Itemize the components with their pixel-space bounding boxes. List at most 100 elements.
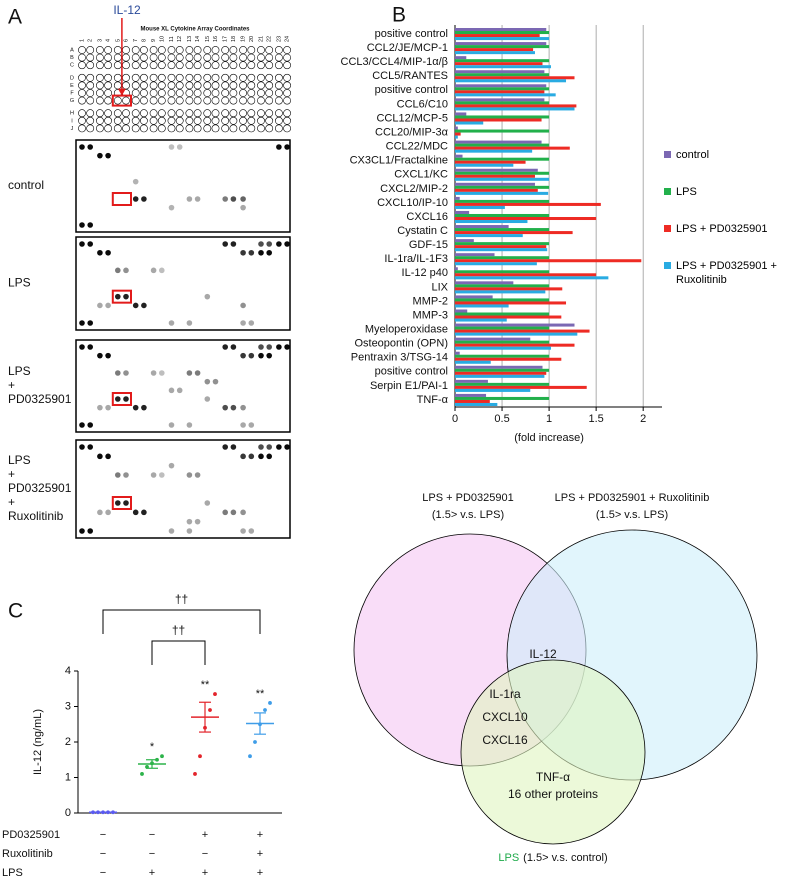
blot-spot: [159, 370, 165, 376]
bar: [455, 402, 498, 406]
column-label: 8: [141, 39, 147, 42]
region-item: CXCL16: [482, 733, 528, 747]
blot-spot: [87, 422, 93, 428]
bar: [455, 37, 550, 41]
blot-spot: [79, 344, 85, 350]
blot-label: +: [8, 495, 15, 509]
array-spot-outline: [239, 109, 247, 118]
array-spot-outline: [283, 81, 291, 90]
array-spot-outline: [283, 124, 291, 133]
blot-spot: [87, 144, 93, 150]
blot-spot: [276, 344, 282, 350]
panel-label: B: [392, 4, 406, 27]
bar: [455, 154, 463, 158]
array-spot-outline: [104, 81, 112, 90]
y-tick-label: MMP-3: [413, 309, 448, 321]
array-spot-outline: [86, 89, 95, 97]
array-spot-outline: [221, 46, 230, 54]
y-axis-title: IL-12 (ng/mL): [32, 709, 44, 775]
legend-swatch: [664, 188, 671, 195]
bar: [455, 248, 548, 252]
bar: [455, 365, 543, 369]
set-criterion: (1.5> v.s. control): [523, 852, 607, 864]
array-spot-outline: [139, 89, 148, 97]
array-spot-outline: [239, 89, 247, 97]
bar: [455, 202, 601, 206]
array-spot-outline: [274, 116, 283, 125]
array-spot-outline: [247, 124, 256, 133]
array-spot-outline: [113, 124, 122, 133]
array-spot-outline: [193, 96, 202, 105]
array-spot-outline: [78, 46, 86, 54]
bar: [455, 253, 495, 257]
array-spot-outline: [185, 81, 194, 90]
blot-spot: [284, 241, 290, 247]
legend-swatch: [664, 225, 671, 232]
bar: [455, 93, 556, 97]
array-spot-outline: [175, 53, 184, 62]
blot-spot: [240, 352, 246, 359]
array-spot-outline: [239, 81, 247, 90]
blot-spot: [248, 422, 255, 428]
column-label: 14: [195, 36, 201, 42]
array-spot-outline: [203, 124, 212, 133]
array-spot-outline: [193, 89, 202, 97]
blot-spot: [240, 404, 246, 411]
array-spot-outline: [203, 53, 212, 62]
data-point: [198, 754, 202, 759]
bar: [455, 281, 514, 285]
array-spot-outline: [96, 53, 104, 62]
bar: [455, 28, 547, 32]
blot-spot: [194, 472, 201, 478]
array-spot-outline: [149, 61, 158, 70]
y-tick-label: LIX: [431, 281, 448, 293]
comparison-label: ††: [172, 623, 185, 637]
array-spot-outline: [193, 73, 202, 82]
array-spot-outline: [157, 96, 166, 105]
column-label: 11: [169, 36, 175, 42]
highlight-box: [111, 192, 133, 206]
array-spot-outline: [78, 61, 86, 70]
array-spot-outline: [139, 61, 148, 70]
blot-spot: [123, 472, 129, 478]
array-spot-outline: [78, 81, 86, 90]
blot-spot: [105, 509, 111, 516]
blot-spot: [258, 241, 264, 247]
highlight-box: [111, 392, 133, 406]
blot-frame: [75, 439, 291, 539]
array-spot-outline: [122, 81, 130, 90]
array-spot-outline: [229, 73, 238, 82]
bar: [455, 368, 550, 372]
bar: [455, 140, 542, 144]
y-tick-label: CCL3/CCL4/MIP-1α/β: [341, 56, 448, 68]
bar: [455, 228, 550, 232]
y-tick-label: Cystatin C: [397, 225, 448, 237]
bar: [455, 70, 545, 74]
y-tick-label: Serpin E1/PAI-1: [370, 380, 448, 392]
array-spot-outline: [247, 96, 256, 105]
bar: [455, 267, 458, 271]
column-label: 2: [88, 39, 94, 42]
array-spot-outline: [167, 124, 176, 133]
bar: [455, 177, 550, 181]
column-label: 12: [177, 36, 183, 42]
array-spot-outline: [157, 73, 166, 82]
array-spot-outline: [193, 81, 202, 90]
highlight-box: [111, 496, 133, 510]
legend: control LPS LPS + PD0325901 LPS + PD0325901…: [664, 148, 788, 310]
array-spot-outline: [203, 89, 212, 97]
array-spot-outline: [131, 61, 140, 70]
blot-spot: [115, 500, 121, 506]
y-tick-label: MMP-2: [413, 295, 448, 307]
array-spot-outline: [131, 46, 140, 54]
significance-mark: **: [201, 679, 210, 691]
array-spot-outline: [104, 61, 112, 70]
array-spot-outline: [96, 109, 104, 118]
array-spot-outline: [167, 81, 176, 90]
array-spot-outline: [131, 116, 140, 125]
array-spot-outline: [139, 109, 148, 118]
bar: [455, 48, 534, 52]
blot-label: +: [8, 467, 15, 481]
array-spot-outline: [229, 124, 238, 133]
